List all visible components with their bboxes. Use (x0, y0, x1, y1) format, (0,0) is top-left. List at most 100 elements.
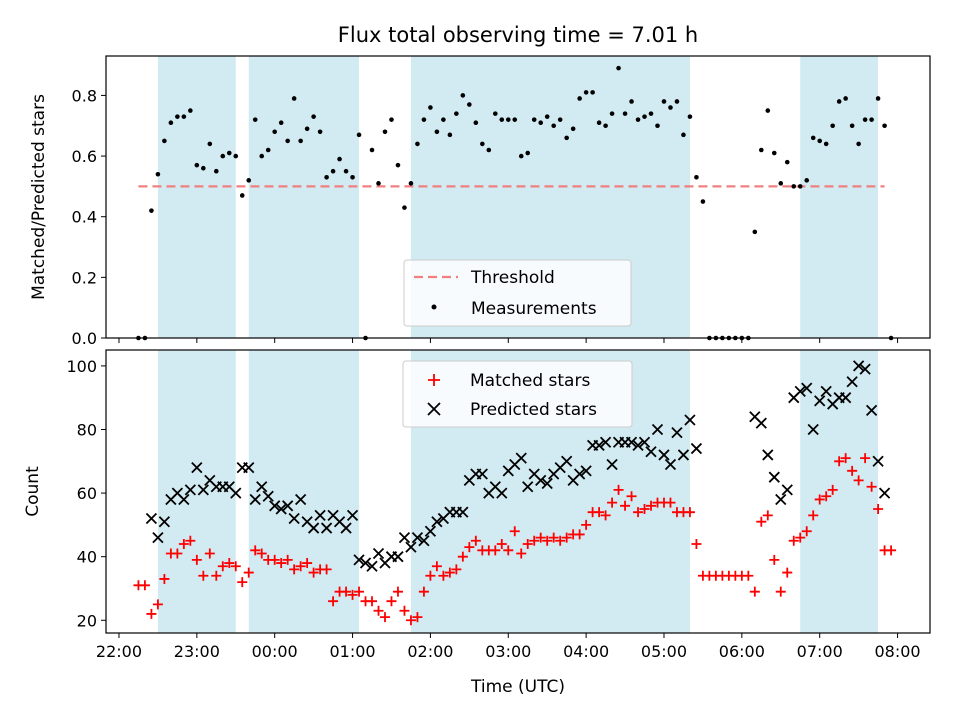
predicted-star-point (411, 531, 424, 544)
measurement-point (304, 126, 310, 132)
predicted-star-point (249, 493, 261, 506)
legend-matched-swatch (428, 374, 440, 386)
x-axis-label: Time (UTC) (470, 677, 565, 697)
legend: Threshold Measurements (403, 259, 632, 327)
predicted-star-point (658, 449, 670, 461)
y-tick-label: 0.2 (72, 268, 97, 287)
matched-star-point (542, 535, 553, 546)
predicted-star-point (158, 516, 171, 528)
legend-label-predicted: Predicted stars (470, 400, 597, 420)
measurement-point (882, 123, 887, 129)
y-tick-label: 80 (77, 420, 97, 439)
predicted-star-point (768, 471, 780, 483)
matched-star-point (204, 548, 215, 559)
measurement-point (441, 117, 446, 122)
predicted-star-point (684, 414, 696, 426)
measurement-point (376, 181, 381, 186)
predicted-star-point (457, 506, 469, 518)
matched-star-point (782, 567, 793, 578)
y-tick-label: 0.8 (72, 86, 97, 105)
predicted-star-point (372, 547, 385, 560)
matched-star-point (535, 532, 546, 543)
measurement-point (648, 111, 654, 116)
matched-star-point (873, 503, 884, 514)
predicted-star-point (651, 423, 664, 436)
predicted-star-point (295, 493, 307, 506)
predicted-star-point (288, 512, 300, 525)
measurement-point (460, 93, 466, 98)
predicted-star-point (755, 417, 767, 429)
measurement-point (285, 138, 290, 144)
matched-star-point (367, 596, 378, 607)
predicted-star-point (431, 516, 443, 528)
predicted-star-point (184, 484, 196, 496)
predicted-star-point (275, 503, 287, 515)
matched-star-point (321, 564, 332, 575)
matched-star-point (522, 538, 533, 549)
predicted-star-point (346, 509, 359, 521)
x-tick-label: 23:00 (174, 642, 220, 661)
predicted-star-point (541, 477, 553, 490)
measurement-point (583, 90, 589, 95)
measurement-point (473, 120, 479, 126)
matched-star-point (827, 484, 838, 495)
measurement-point (239, 193, 245, 198)
matched-star-point (451, 564, 462, 575)
shaded-interval (157, 350, 236, 633)
y-tick-label: 20 (77, 611, 97, 630)
matched-star-point (594, 507, 605, 518)
matched-star-point (840, 453, 851, 464)
matched-star-point (756, 516, 767, 527)
matched-star-point (548, 532, 559, 543)
matched-star-point (185, 535, 196, 546)
predicted-star-point (535, 474, 547, 487)
predicted-star-point (671, 427, 683, 439)
measurement-point (778, 181, 784, 186)
measurement-point (810, 135, 816, 141)
legend-predicted-swatch (427, 402, 441, 416)
measurement-point (869, 117, 874, 122)
matched-star-point (775, 586, 786, 597)
matched-star-point (600, 510, 611, 521)
measurement-point (402, 205, 407, 210)
measurement-point (162, 138, 167, 144)
measurement-point (512, 117, 518, 122)
predicted-star-point (282, 500, 294, 512)
measurement-point (616, 65, 621, 71)
legend-box (402, 360, 633, 428)
predicted-star-point (762, 449, 774, 461)
matched-star-point (302, 558, 313, 569)
measurement-point (765, 108, 771, 113)
matched-star-point (405, 615, 416, 626)
matched-star-point (886, 545, 897, 556)
legend-label-measurements: Measurements (471, 299, 597, 319)
measurement-point (149, 208, 154, 213)
predicted-star-point (820, 385, 832, 397)
measurement-point (694, 174, 699, 180)
y-tick-label: 40 (77, 548, 97, 567)
measurement-point (181, 114, 187, 119)
measurement-point (252, 117, 258, 122)
matched-star-point (814, 494, 825, 505)
measurement-point (557, 117, 563, 122)
measurement-point (311, 114, 316, 119)
x-tick-label: 08:00 (875, 642, 921, 661)
x-tick-label: 00:00 (252, 642, 298, 661)
predicted-star-point (801, 382, 813, 394)
predicted-star-point (807, 423, 819, 436)
measurement-point (467, 102, 472, 107)
matched-star-point (139, 580, 150, 591)
y-axis-label: Matched/Predicted stars (29, 94, 49, 300)
predicted-star-point (392, 551, 404, 563)
measurement-point (830, 123, 835, 129)
matched-star-point (191, 554, 202, 565)
predicted-star-point (314, 509, 326, 521)
matched-star-point (392, 586, 403, 597)
measurement-point (395, 162, 401, 168)
matched-star-point (386, 596, 397, 607)
shaded-interval (157, 56, 236, 338)
matched-star-point (159, 573, 170, 584)
matched-star-point (503, 545, 514, 556)
predicted-star-point (846, 376, 858, 388)
measurement-point (505, 117, 511, 122)
